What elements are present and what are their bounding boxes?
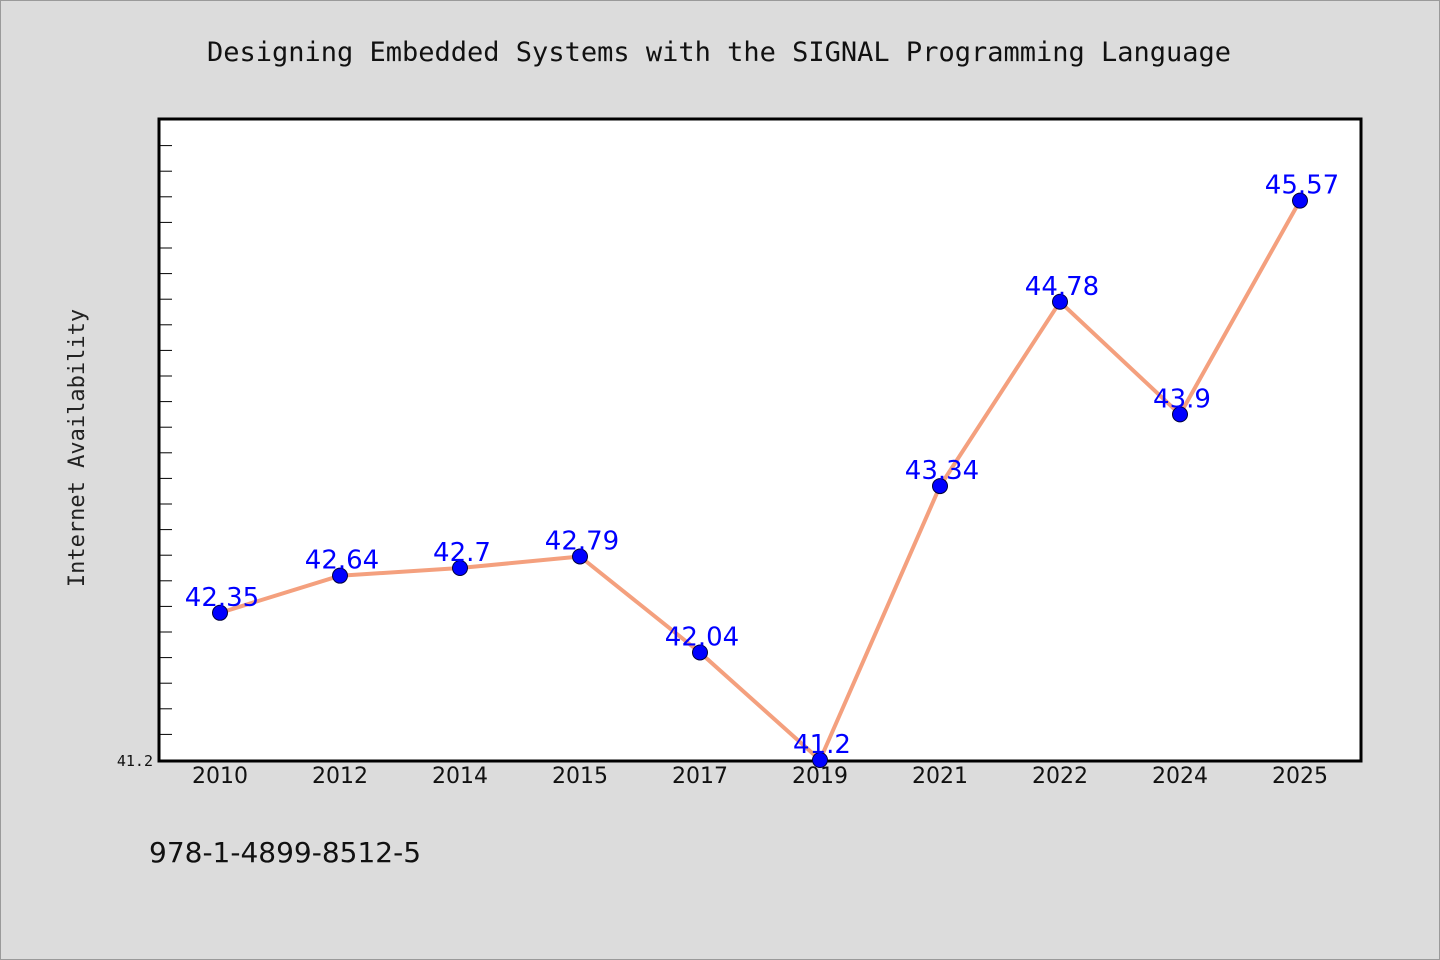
data-point [572,548,588,565]
x-axis-tick-labels: 2010 2012 2014 2015 2017 2019 2021 2022 2024 2025 [192,764,1328,789]
x-tick-label: 2015 [552,764,608,789]
y-axis-ticks [160,145,172,761]
x-tick-label: 2017 [672,764,728,789]
data-label: 42.64 [305,546,379,576]
data-label: 42.79 [545,526,619,556]
y-tick-label: 41.2 [117,752,153,770]
data-label: 45.57 [1265,171,1339,201]
isbn-text: 978-1-4899-8512-5 [149,836,421,869]
data-label: 44.78 [1025,272,1099,302]
x-tick-label: 2019 [792,764,848,789]
data-point [932,478,948,495]
data-labels: 42.35 42.64 42.7 42.79 42.04 41.2 43.34 44.78 43… [185,171,1339,760]
x-tick-label: 2012 [312,764,368,789]
y-axis-label: Internet Availability [65,309,90,587]
data-point [212,604,228,621]
x-tick-label: 2010 [192,764,248,789]
data-label: 41.2 [793,730,851,760]
data-label: 42.7 [433,538,491,568]
chart-title: Designing Embedded Systems with the SIGN… [207,37,1231,68]
data-point [1052,293,1068,310]
x-tick-label: 2024 [1152,764,1208,789]
data-point [812,752,828,768]
x-tick-label: 2014 [432,764,488,789]
x-tick-label: 2022 [1032,764,1088,789]
data-point [1292,192,1308,209]
plot-area [157,117,1363,763]
data-point [332,567,348,584]
data-label: 42.35 [185,583,259,613]
data-point [452,560,468,576]
data-label: 43.34 [905,456,979,486]
series-line [219,199,1302,762]
data-point [692,644,708,661]
data-point [1172,406,1188,423]
x-tick-label: 2021 [912,764,968,789]
data-label: 43.9 [1153,384,1211,414]
x-tick-label: 2025 [1272,764,1328,789]
data-label: 42.04 [665,622,739,652]
data-markers [212,192,1308,768]
